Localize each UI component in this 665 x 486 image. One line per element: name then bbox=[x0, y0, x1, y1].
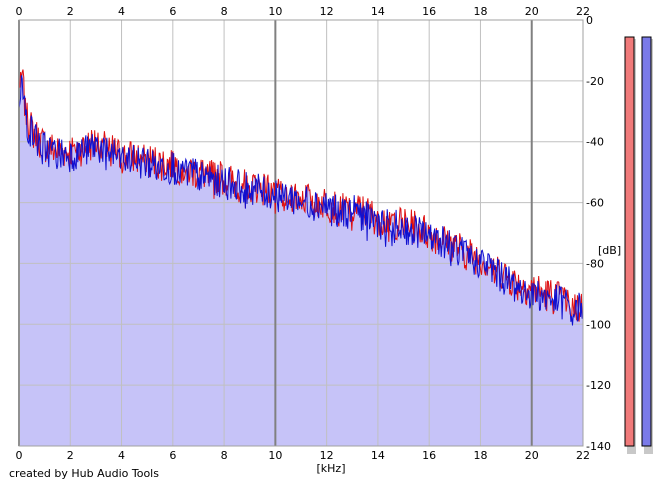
x-tick-label-bottom: 8 bbox=[221, 449, 228, 462]
y-tick-label: -60 bbox=[586, 197, 604, 210]
x-tick-label-top: 8 bbox=[221, 5, 228, 18]
series-left-channel bbox=[18, 69, 584, 322]
x-tick-label-top: 4 bbox=[118, 5, 125, 18]
x-tick-label-bottom: 0 bbox=[16, 449, 23, 462]
x-tick-label-top: 20 bbox=[525, 5, 539, 18]
x-tick-label-top: 16 bbox=[422, 5, 436, 18]
y-tick-label: -40 bbox=[586, 136, 604, 149]
x-axis-label: [kHz] bbox=[317, 462, 346, 475]
y-tick-label: 0 bbox=[586, 14, 593, 27]
x-tick-label-bottom: 18 bbox=[473, 449, 487, 462]
x-tick-label-top: 18 bbox=[473, 5, 487, 18]
y-tick-label: -140 bbox=[586, 440, 611, 453]
plot-border bbox=[18, 19, 584, 447]
x-tick-label-top: 10 bbox=[268, 5, 282, 18]
spectrum-fill bbox=[19, 69, 583, 446]
y-tick-label: -80 bbox=[586, 257, 604, 270]
x-tick-label-top: 2 bbox=[67, 5, 74, 18]
x-tick-label-bottom: 14 bbox=[371, 449, 385, 462]
y-axis-label: [dB] bbox=[598, 244, 621, 257]
x-tick-label-bottom: 2 bbox=[67, 449, 74, 462]
x-tick-label-bottom: 10 bbox=[268, 449, 282, 462]
x-tick-label-bottom: 6 bbox=[169, 449, 176, 462]
y-tick-label: -100 bbox=[586, 318, 611, 331]
x-tick-label-top: 0 bbox=[16, 5, 23, 18]
meter-left-bar bbox=[624, 36, 635, 447]
x-tick-label-bottom: 20 bbox=[525, 449, 539, 462]
credit-text: created by Hub Audio Tools bbox=[9, 467, 159, 480]
y-tick-label: -120 bbox=[586, 379, 611, 392]
x-tick-label-top: 6 bbox=[169, 5, 176, 18]
x-tick-label-bottom: 12 bbox=[320, 449, 334, 462]
x-tick-label-bottom: 4 bbox=[118, 449, 125, 462]
meter-right-bar bbox=[641, 36, 652, 447]
series-right-channel bbox=[18, 75, 584, 326]
x-tick-label-top: 14 bbox=[371, 5, 385, 18]
y-tick-label: -20 bbox=[586, 75, 604, 88]
x-tick-label-top: 22 bbox=[576, 5, 590, 18]
x-tick-label-bottom: 16 bbox=[422, 449, 436, 462]
x-tick-label-bottom: 22 bbox=[576, 449, 590, 462]
x-tick-label-top: 12 bbox=[320, 5, 334, 18]
